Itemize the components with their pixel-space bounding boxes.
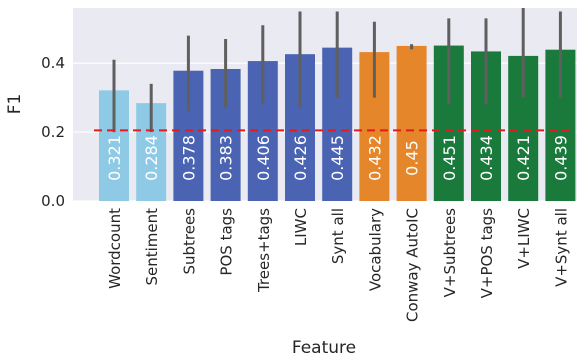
- bar-value-label: 0.434: [477, 135, 496, 181]
- y-tick-labels: 0.0 0.2 0.4: [41, 54, 65, 210]
- x-tick-label: Vocabulary: [366, 208, 384, 291]
- y-tick-label: 0.4: [41, 54, 65, 72]
- bar-value-label: 0.378: [179, 135, 198, 181]
- bar-value-label: 0.426: [291, 135, 310, 181]
- y-tick-label: 0.0: [41, 192, 65, 210]
- x-tick-label: Sentiment: [143, 208, 161, 286]
- x-tick-label: V+Synt all: [552, 208, 570, 287]
- bar-value-label: 0.432: [365, 135, 384, 181]
- bar-value-label: 0.406: [254, 135, 273, 181]
- bar-value-label: 0.421: [514, 135, 533, 181]
- bar: [396, 45, 427, 202]
- x-tick-label: V+LIWC: [515, 208, 533, 269]
- x-tick-label: Subtrees: [180, 208, 198, 275]
- x-tick-label: Conway AutoIC: [404, 208, 422, 322]
- bar-value-label: 0.439: [551, 135, 570, 181]
- x-tick-label: Synt all: [329, 208, 347, 264]
- x-axis-title: Feature: [292, 338, 356, 358]
- y-axis-title: F1: [5, 94, 25, 115]
- bar-value-label: 0.284: [142, 135, 161, 181]
- bar-value-label: 0.383: [217, 135, 236, 181]
- bar-value-label: 0.445: [328, 135, 347, 181]
- bars: [99, 45, 576, 202]
- bar-value-label: 0.451: [440, 135, 459, 181]
- error-bars: [112, 8, 562, 133]
- x-tick-label: V+POS tags: [478, 208, 496, 299]
- value-labels: 0.321 0.284 0.378 0.383 0.406 0.426 0.445 0.432…: [105, 135, 570, 181]
- x-tick-label: POS tags: [218, 208, 236, 276]
- x-tick-label: Trees+tags: [255, 208, 273, 293]
- y-tick-label: 0.2: [41, 123, 65, 141]
- x-tick-labels: Wordcount Sentiment Subtrees POS tags Trees+…: [106, 208, 570, 322]
- bar-value-label: 0.45: [403, 140, 422, 176]
- x-tick-label: V+Subtrees: [441, 208, 459, 298]
- bar-value-label: 0.321: [105, 135, 124, 181]
- x-tick-label: LIWC: [292, 208, 310, 246]
- x-tick-label: Wordcount: [106, 208, 124, 289]
